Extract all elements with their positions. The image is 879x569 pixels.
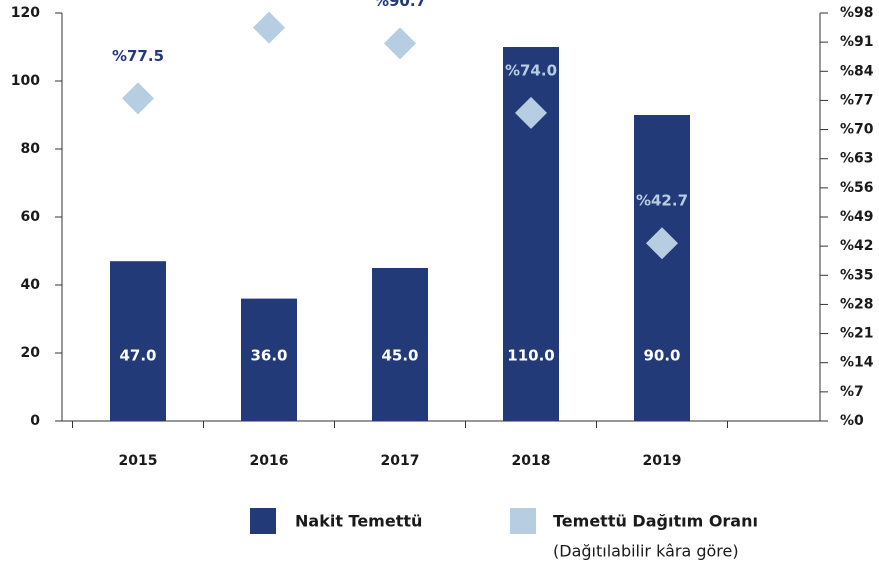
legend-swatch	[510, 508, 536, 534]
y2-tick-label: %63	[840, 151, 874, 167]
legend-note: (Dağıtılabilir kâra göre)	[553, 542, 739, 561]
bar-label: 45.0	[381, 347, 418, 365]
bar	[241, 298, 297, 421]
x-tick-label: 2018	[512, 453, 551, 469]
y-tick-label: 120	[11, 5, 40, 21]
bar-label: 110.0	[507, 347, 554, 365]
y2-tick-label: %70	[840, 122, 874, 138]
y2-tick-label: %49	[840, 209, 874, 225]
y2-tick-label: %14	[840, 355, 874, 371]
y-tick-label: 60	[21, 209, 41, 225]
y2-tick-label: %21	[840, 326, 874, 342]
point	[122, 82, 154, 115]
bar-label: 47.0	[119, 347, 156, 365]
point	[646, 227, 678, 260]
x-tick-label: 2015	[119, 453, 158, 469]
legend-label: Nakit Temettü	[295, 512, 422, 531]
point-label: %90.7	[374, 0, 426, 10]
y2-tick-label: %35	[840, 267, 874, 283]
bar-label: 36.0	[250, 347, 287, 365]
x-tick-label: 2019	[643, 453, 682, 469]
y2-tick-label: %56	[840, 180, 874, 196]
point	[384, 27, 416, 60]
bar-label: 90.0	[643, 347, 680, 365]
y2-tick-label: %98	[840, 5, 874, 21]
y-tick-label: 0	[30, 413, 40, 429]
y2-tick-label: %28	[840, 296, 874, 312]
legend-label: Temettü Dağıtım Oranı	[553, 512, 758, 531]
bar	[372, 268, 428, 421]
point-label: %77.5	[112, 47, 164, 65]
point-label: %42.7	[636, 192, 688, 210]
x-tick-label: 2016	[250, 453, 289, 469]
y-tick-label: 20	[21, 345, 41, 361]
y-tick-label: 40	[21, 277, 41, 293]
bar	[634, 115, 690, 421]
y-tick-label: 80	[21, 141, 41, 157]
y2-tick-label: %77	[840, 92, 874, 108]
y2-tick-label: %7	[840, 384, 864, 400]
y2-tick-label: %91	[840, 34, 874, 50]
y2-tick-label: %42	[840, 238, 874, 254]
x-tick-label: 2017	[381, 453, 420, 469]
y-tick-label: 100	[11, 73, 40, 89]
y2-tick-label: %84	[840, 63, 874, 79]
y2-tick-label: %0	[840, 413, 864, 429]
legend-swatch	[250, 508, 276, 534]
point	[515, 96, 547, 129]
bar	[110, 261, 166, 421]
point	[253, 11, 285, 44]
point-label: %74.0	[505, 61, 557, 79]
